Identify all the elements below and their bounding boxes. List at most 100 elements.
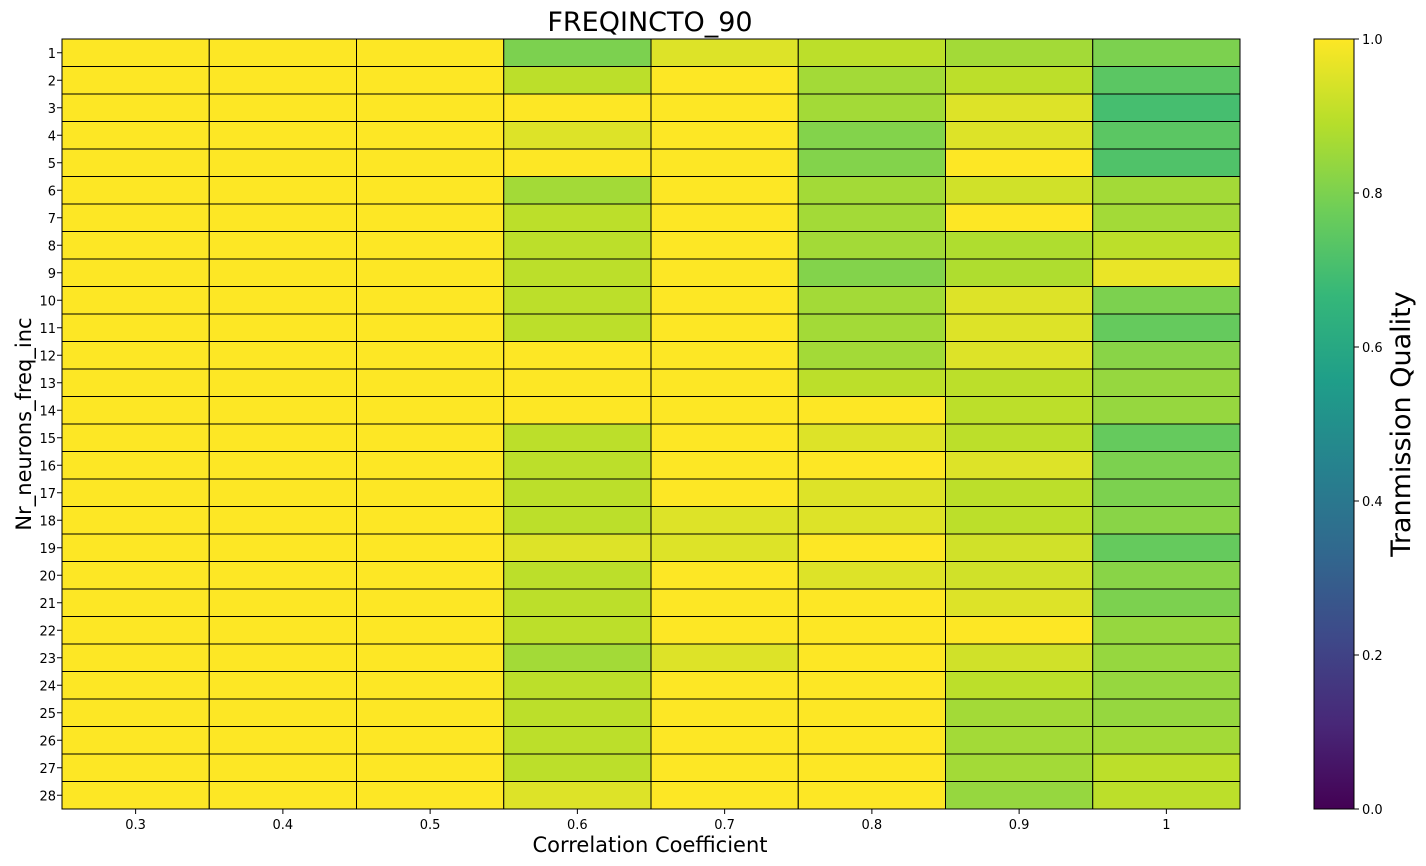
heatmap-cell <box>945 478 1094 507</box>
heatmap-cell <box>503 286 652 315</box>
heatmap-cell <box>945 286 1094 315</box>
heatmap-cell <box>356 38 505 67</box>
y-tick-label: 24 <box>39 679 56 694</box>
heatmap-cell <box>503 643 652 672</box>
heatmap-cell <box>1092 588 1241 617</box>
x-tick-label: 0.6 <box>567 818 588 833</box>
heatmap-cell <box>503 66 652 95</box>
y-tick-label: 23 <box>39 652 56 667</box>
heatmap-cell <box>503 478 652 507</box>
heatmap-cell <box>650 781 799 810</box>
heatmap-cell <box>1092 203 1241 232</box>
heatmap-cell <box>1092 781 1241 810</box>
y-tick-label: 8 <box>48 239 56 254</box>
y-tick-label: 7 <box>48 212 56 227</box>
heatmap-cell <box>1092 121 1241 150</box>
heatmap-cell <box>945 203 1094 232</box>
heatmap-cell <box>797 781 946 810</box>
heatmap-cell <box>503 533 652 562</box>
heatmap-cell <box>356 753 505 782</box>
heatmap-cell <box>356 506 505 535</box>
heatmap-cell <box>208 38 357 67</box>
heatmap-cell <box>356 423 505 452</box>
heatmap-cell <box>945 643 1094 672</box>
heatmap-cell <box>1092 176 1241 205</box>
heatmap-cell <box>1092 423 1241 452</box>
y-tick-label: 20 <box>39 569 56 584</box>
heatmap-cell <box>61 313 210 342</box>
heatmap-cell <box>797 423 946 452</box>
heatmap-cell <box>61 396 210 425</box>
heatmap-cell <box>356 588 505 617</box>
heatmap-cell <box>797 533 946 562</box>
heatmap-cell <box>503 93 652 122</box>
heatmap-cell <box>503 781 652 810</box>
heatmap-cell <box>503 341 652 370</box>
heatmap-cell <box>797 643 946 672</box>
x-tick-label: 1 <box>1162 818 1170 833</box>
y-tick-labels: 1234567891011121314151617181920212223242… <box>39 47 62 804</box>
heatmap-cell <box>945 121 1094 150</box>
heatmap-cell <box>650 423 799 452</box>
x-tick-label: 0.8 <box>862 818 883 833</box>
heatmap-cell <box>208 643 357 672</box>
heatmap-cell <box>61 561 210 590</box>
heatmap-cell <box>61 643 210 672</box>
chart-title: FREQINCTO_90 <box>547 7 752 38</box>
heatmap-cell <box>208 313 357 342</box>
y-tick-label: 22 <box>39 624 56 639</box>
heatmap-cell <box>797 66 946 95</box>
heatmap-cell <box>208 451 357 480</box>
heatmap-cell <box>503 588 652 617</box>
heatmap-cell <box>208 671 357 700</box>
heatmap-cell <box>945 396 1094 425</box>
heatmap-cell <box>650 341 799 370</box>
heatmap-cell <box>650 313 799 342</box>
heatmap-cell <box>797 698 946 727</box>
heatmap-cell <box>797 561 946 590</box>
heatmap-cell <box>797 588 946 617</box>
x-axis-label: Correlation Coefficient <box>532 833 767 857</box>
heatmap-cell <box>356 258 505 287</box>
heatmap-cell <box>650 203 799 232</box>
heatmap-cell <box>208 231 357 260</box>
heatmap-cell <box>797 726 946 755</box>
heatmap-cell <box>61 38 210 67</box>
heatmap-cell <box>61 368 210 397</box>
heatmap-cell <box>650 121 799 150</box>
heatmap-cell <box>650 93 799 122</box>
heatmap-cell <box>356 561 505 590</box>
heatmap-cell <box>797 341 946 370</box>
heatmap-cell <box>61 286 210 315</box>
heatmap-cell <box>208 368 357 397</box>
heatmap-cell <box>945 533 1094 562</box>
heatmap-cell <box>503 396 652 425</box>
heatmap-cell <box>61 781 210 810</box>
heatmap-cell <box>945 588 1094 617</box>
y-tick-label: 18 <box>39 514 56 529</box>
heatmap-cell <box>61 698 210 727</box>
heatmap-cell <box>208 533 357 562</box>
heatmap-cell <box>356 148 505 177</box>
heatmap-cell <box>945 781 1094 810</box>
heatmap-cell <box>1092 368 1241 397</box>
heatmap-cell <box>356 616 505 645</box>
heatmap-cell <box>503 698 652 727</box>
heatmap-cell <box>650 698 799 727</box>
heatmap-cell <box>1092 396 1241 425</box>
colorbar-ticks: 0.0 0.2 0.4 0.6 0.8 1.0 <box>1354 33 1383 818</box>
heatmap-cell <box>503 423 652 452</box>
heatmap-cell <box>1092 643 1241 672</box>
heatmap-cell <box>797 148 946 177</box>
heatmap-cell <box>945 698 1094 727</box>
heatmap-cell <box>356 368 505 397</box>
heatmap-cell <box>650 66 799 95</box>
heatmap-cell <box>650 726 799 755</box>
y-tick-label: 15 <box>39 432 56 447</box>
heatmap-cell <box>797 396 946 425</box>
heatmap-cell <box>1092 451 1241 480</box>
y-tick-label: 13 <box>39 377 56 392</box>
heatmap-cell <box>503 203 652 232</box>
heatmap-cell <box>1092 698 1241 727</box>
y-tick-label: 28 <box>39 789 56 804</box>
